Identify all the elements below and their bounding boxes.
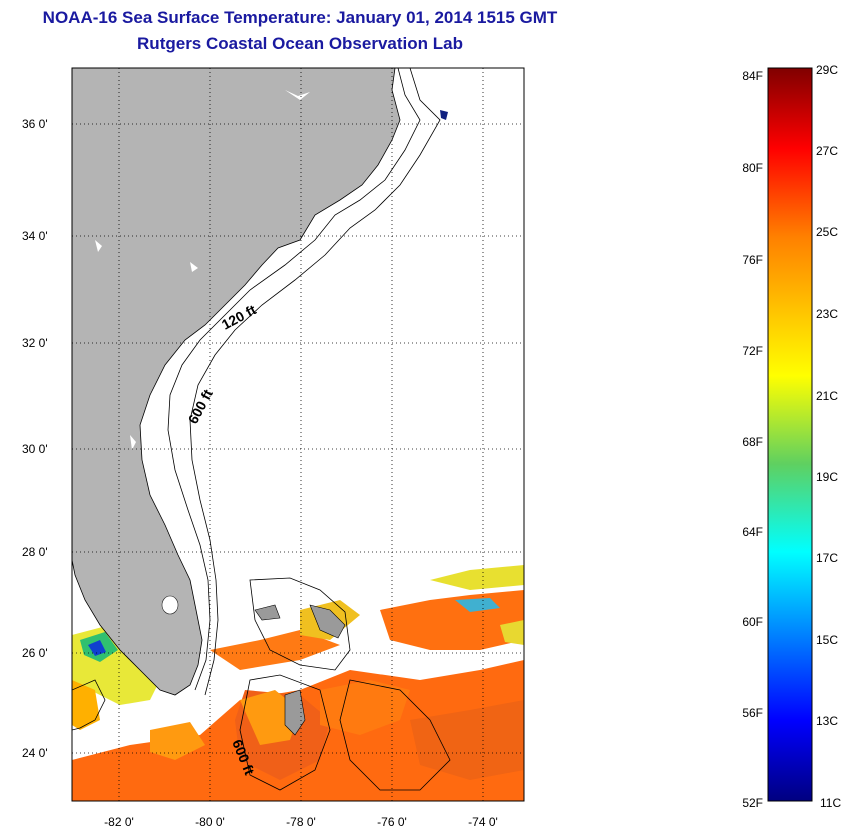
- colorbar-label-56f: 56F: [742, 706, 763, 720]
- colorbar-label-15c: 15C: [816, 633, 838, 647]
- map-title: NOAA-16 Sea Surface Temperature: January…: [42, 8, 558, 27]
- land-mainland: [72, 68, 401, 696]
- colorbar-label-84f: 84F: [742, 69, 763, 83]
- colorbar-label-23c: 23C: [816, 307, 838, 321]
- map-subtitle: Rutgers Coastal Ocean Observation Lab: [137, 34, 463, 53]
- colorbar-label-64f: 64F: [742, 525, 763, 539]
- colorbar-label-11c: 11C: [820, 796, 841, 810]
- colorbar-label-52f: 52F: [742, 796, 763, 810]
- graticule: [72, 68, 524, 801]
- colorbar-label-19c: 19C: [816, 470, 838, 484]
- colorbar-label-13c: 13C: [816, 714, 838, 728]
- colorbar-label-27c: 27C: [816, 144, 838, 158]
- colorbar-label-60f: 60F: [742, 615, 763, 629]
- lon-label-74: -74 0': [468, 815, 498, 829]
- lat-label-32: 32 0': [22, 336, 48, 350]
- map-frame: [71, 67, 525, 802]
- lat-label-26: 26 0': [22, 646, 48, 660]
- lon-label-80: -80 0': [195, 815, 225, 829]
- map-area: [72, 68, 524, 801]
- lon-label-78: -78 0': [286, 815, 316, 829]
- colorbar-label-21c: 21C: [816, 389, 838, 403]
- lon-label-76: -76 0': [377, 815, 407, 829]
- colorbar-label-72f: 72F: [742, 344, 763, 358]
- contour-600ft: [189, 68, 441, 696]
- colorbar-label-17c: 17C: [816, 551, 838, 565]
- contour-120ft: [167, 68, 421, 691]
- lat-label-24: 24 0': [22, 746, 48, 760]
- colorbar: [767, 67, 813, 802]
- colorbar-label-80f: 80F: [742, 161, 763, 175]
- colorbar-label-68f: 68F: [742, 435, 763, 449]
- lat-label-30: 30 0': [22, 442, 48, 456]
- colorbar-label-29c: 29C: [816, 63, 838, 77]
- lat-label-36: 36 0': [22, 117, 48, 131]
- lat-label-28: 28 0': [22, 545, 48, 559]
- lon-label-82: -82 0': [104, 815, 134, 829]
- colorbar-label-76f: 76F: [742, 253, 763, 267]
- colorbar-label-25c: 25C: [816, 225, 838, 239]
- lat-label-34: 34 0': [22, 229, 48, 243]
